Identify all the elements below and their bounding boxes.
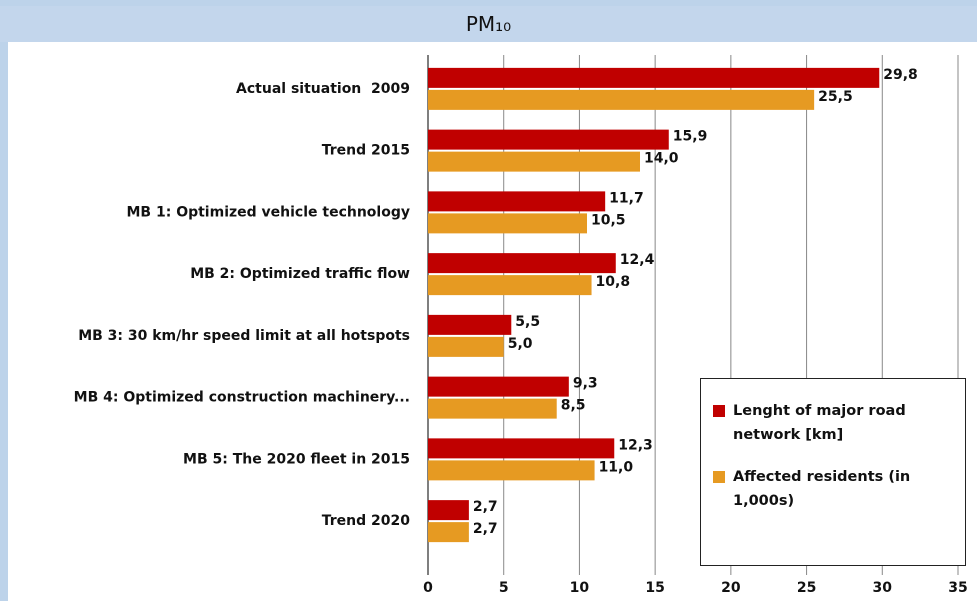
value-label: 9,3 <box>573 376 598 392</box>
value-label: 11,7 <box>609 190 644 206</box>
x-tick-label: 15 <box>645 580 664 596</box>
bar <box>428 460 595 481</box>
chart-title: PM₁₀ <box>465 12 512 36</box>
bar <box>428 253 616 274</box>
bar <box>428 213 587 234</box>
bar <box>428 314 512 335</box>
header: PM₁₀ <box>0 6 977 42</box>
bar <box>428 275 592 296</box>
x-tick-label: 5 <box>499 580 509 596</box>
bar <box>428 398 557 419</box>
value-label: 11,0 <box>599 459 634 475</box>
y-tick-label: MB 4: Optimized construction machinery..… <box>74 390 410 406</box>
x-tick-label: 10 <box>570 580 590 596</box>
x-tick-label: 20 <box>721 580 741 596</box>
value-label: 12,3 <box>618 437 653 453</box>
value-label: 5,5 <box>515 314 540 330</box>
bar <box>428 191 606 212</box>
value-label: 8,5 <box>561 398 586 414</box>
bar <box>428 89 815 110</box>
value-label: 29,8 <box>883 67 918 83</box>
y-tick-label: Trend 2015 <box>322 143 410 159</box>
bar <box>428 67 880 88</box>
value-label: 10,5 <box>591 212 626 228</box>
value-label: 15,9 <box>673 129 708 145</box>
bar <box>428 376 569 397</box>
y-tick-label: Trend 2020 <box>322 513 410 529</box>
legend: Lenght of major road network [km] Affecte… <box>700 378 966 566</box>
value-label: 5,0 <box>508 336 533 352</box>
y-tick-label: MB 3: 30 km/hr speed limit at all hotspo… <box>78 328 410 344</box>
value-label: 12,4 <box>620 252 655 268</box>
value-label: 2,7 <box>473 499 498 515</box>
x-tick-label: 30 <box>873 580 893 596</box>
value-label: 25,5 <box>818 89 853 105</box>
y-tick-label: Actual situation 2009 <box>236 81 410 97</box>
legend-swatch <box>713 405 725 417</box>
legend-entry: Lenght of major road network [km] <box>713 399 953 447</box>
bar <box>428 522 469 543</box>
bar <box>428 151 640 172</box>
bar <box>428 336 504 357</box>
x-tick-label: 35 <box>948 580 967 596</box>
legend-label: Lenght of major road network [km] <box>733 403 906 443</box>
value-label: 14,0 <box>644 151 679 167</box>
value-label: 10,8 <box>596 274 631 290</box>
bar <box>428 438 615 459</box>
y-tick-label: MB 2: Optimized traffic flow <box>190 266 410 282</box>
x-tick-label: 0 <box>423 580 433 596</box>
legend-swatch <box>713 471 725 483</box>
bar <box>428 500 469 521</box>
value-label: 2,7 <box>473 521 498 537</box>
bar <box>428 129 669 150</box>
y-tick-label: MB 1: Optimized vehicle technology <box>127 204 411 220</box>
legend-entry: Affected residents (in 1,000s) <box>713 465 953 513</box>
legend-label: Affected residents (in 1,000s) <box>733 469 911 509</box>
y-tick-label: MB 5: The 2020 fleet in 2015 <box>183 451 410 467</box>
x-tick-label: 25 <box>797 580 816 596</box>
